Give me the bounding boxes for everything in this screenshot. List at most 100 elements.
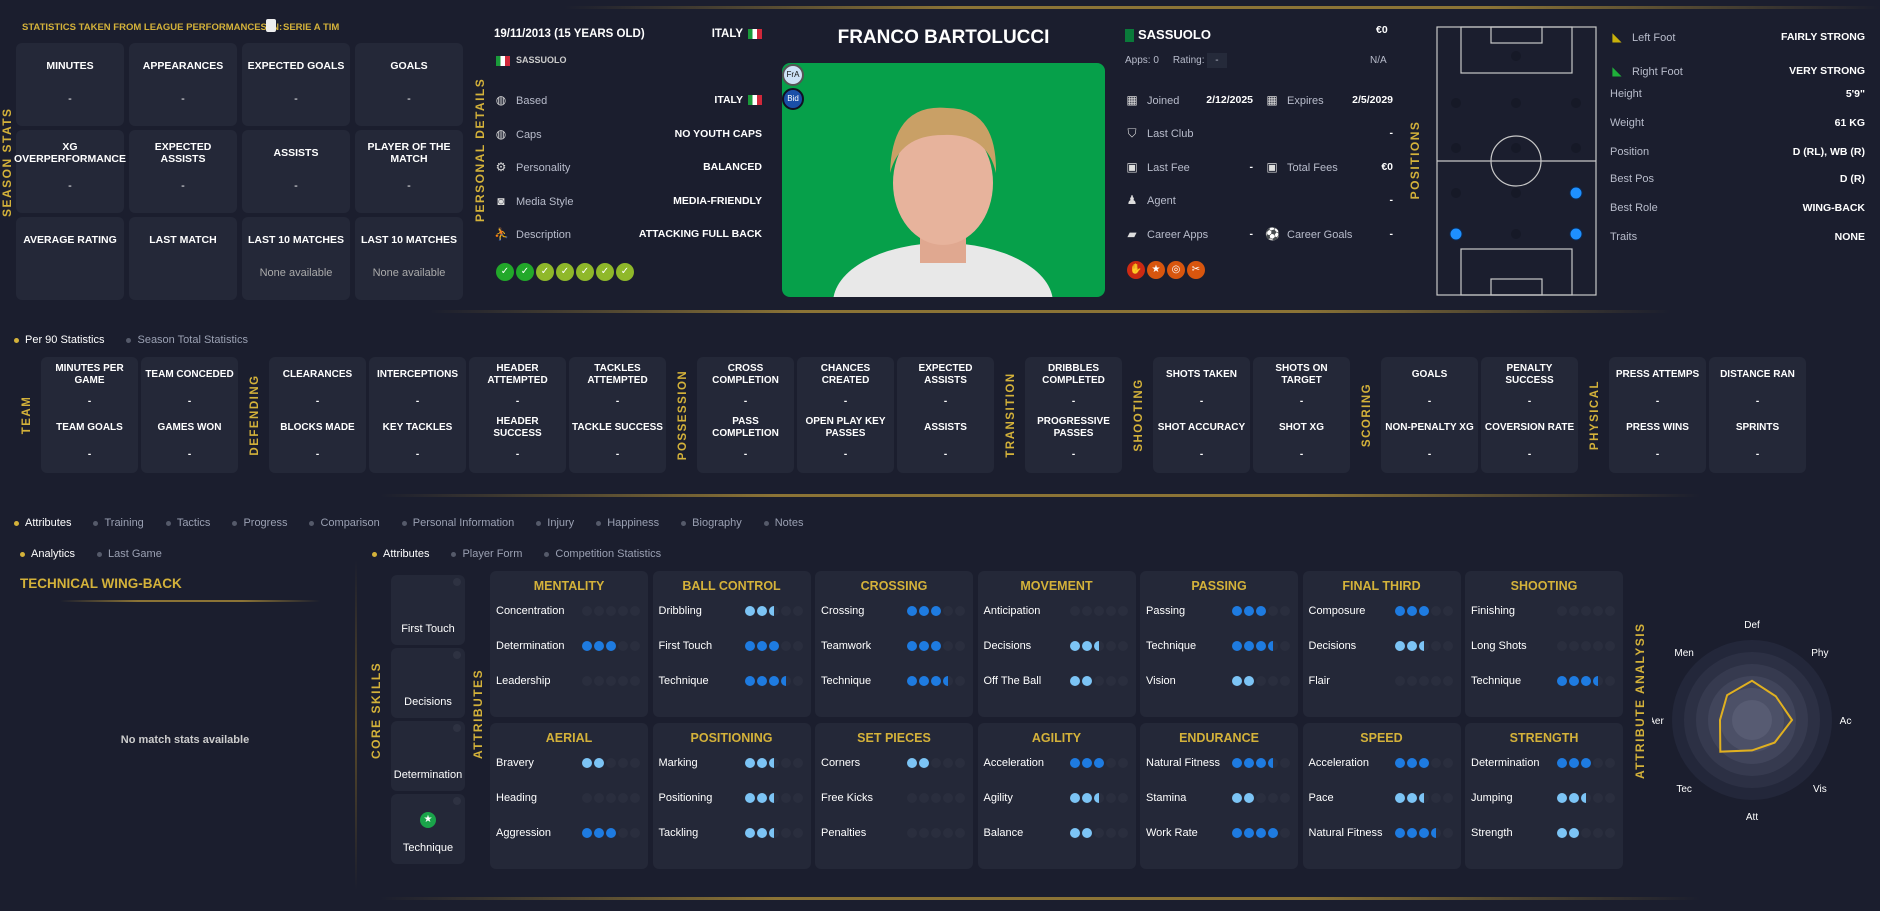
club-name[interactable]: SASSUOLO bbox=[1138, 27, 1211, 42]
rating-dot bbox=[756, 675, 767, 686]
rating-dot bbox=[1394, 757, 1405, 768]
tab-training[interactable]: Training bbox=[93, 517, 143, 529]
rating-dot bbox=[594, 757, 604, 768]
core-skill-card[interactable]: Decisions bbox=[391, 648, 465, 718]
scissors-icon[interactable]: ✂ bbox=[1187, 261, 1205, 279]
core-skill-card[interactable]: ★ Technique bbox=[391, 794, 465, 864]
tab-player-form[interactable]: Player Form bbox=[451, 548, 522, 560]
attribute-name: Bravery bbox=[496, 756, 534, 769]
attribute-row: Tackling bbox=[653, 815, 811, 850]
tab-season-total-statistics[interactable]: Season Total Statistics bbox=[126, 334, 247, 346]
settings-icon[interactable] bbox=[453, 578, 461, 586]
tab-personal-information[interactable]: Personal Information bbox=[402, 517, 515, 529]
rating-dot bbox=[780, 675, 791, 686]
rating-dot bbox=[1105, 757, 1116, 768]
attribute-group-card: SPEED Acceleration Pace Natural Fitness bbox=[1302, 723, 1461, 869]
divider bbox=[564, 6, 1880, 9]
core-skill-card[interactable]: Determination bbox=[391, 721, 465, 791]
total-fees-label: Total Fees bbox=[1287, 162, 1338, 174]
physical-label: Position bbox=[1610, 146, 1650, 158]
rating-dot bbox=[1105, 640, 1116, 651]
card-icon[interactable]: ✓ bbox=[616, 263, 634, 281]
date-of-birth: 19/11/2013 (15 YEARS OLD) bbox=[494, 28, 645, 40]
trend-up-icon[interactable]: ✓ bbox=[536, 263, 554, 281]
rating-dot bbox=[1557, 675, 1567, 686]
rating-dot bbox=[1256, 640, 1266, 651]
attribute-name: Strength bbox=[1471, 826, 1513, 839]
heartbeat-icon[interactable]: ✓ bbox=[496, 263, 514, 281]
attribute-rating-dots bbox=[1557, 605, 1615, 616]
tab-biography[interactable]: Biography bbox=[681, 517, 742, 529]
rating-dot bbox=[907, 605, 917, 616]
star-icon[interactable]: ★ bbox=[1147, 261, 1165, 279]
attribute-rating-dots bbox=[744, 792, 803, 803]
attribute-row: Passing bbox=[1140, 593, 1298, 628]
league-name[interactable]: SERIE A TIM bbox=[283, 22, 340, 33]
season-stat-card: LAST MATCH bbox=[129, 217, 237, 300]
serie-a-logo bbox=[266, 19, 276, 32]
attribute-rating-dots bbox=[1232, 640, 1290, 651]
physical-row: ◣ Right Foot VERY STRONG bbox=[1610, 64, 1865, 78]
per90-stat-card: PENALTY SUCCESS - COVERSION RATE - bbox=[1481, 357, 1578, 473]
stat-value: None available bbox=[372, 267, 446, 279]
per90-stat-card: CHANCES CREATED - OPEN PLAY KEY PASSES - bbox=[797, 357, 894, 473]
attribute-rating-dots bbox=[744, 675, 803, 686]
tab-analytics[interactable]: Analytics bbox=[20, 548, 75, 560]
stat-value: - bbox=[1527, 395, 1532, 407]
attribute-rating-dots bbox=[1557, 757, 1615, 768]
bandage-icon[interactable]: ✓ bbox=[576, 263, 594, 281]
rating-dot bbox=[907, 675, 917, 686]
physical-value: NONE bbox=[1834, 231, 1865, 243]
tab-last-game[interactable]: Last Game bbox=[97, 548, 162, 560]
rating-dot bbox=[744, 605, 755, 616]
shield-icon: ⛉ bbox=[1127, 126, 1137, 140]
attribute-analysis-label: ATTRIBUTE ANALYSIS bbox=[1633, 622, 1647, 779]
attribute-group-card: MENTALITY Concentration Determination Leade… bbox=[490, 571, 648, 717]
rating-dot bbox=[1430, 605, 1441, 616]
physical-value: WING-BACK bbox=[1802, 202, 1865, 214]
calendar-icon: ▦ bbox=[1266, 93, 1278, 107]
settings-icon[interactable] bbox=[453, 797, 461, 805]
rating-dot bbox=[943, 792, 953, 803]
badge-bid[interactable]: Bid bbox=[782, 88, 804, 110]
badge-fra[interactable]: FrA bbox=[782, 64, 804, 86]
attribute-row: Acceleration bbox=[1303, 745, 1461, 780]
season-stat-card: APPEARANCES - bbox=[129, 43, 237, 126]
tab-progress[interactable]: Progress bbox=[232, 517, 287, 529]
tab-tactics[interactable]: Tactics bbox=[166, 517, 211, 529]
stat-value: - bbox=[1199, 395, 1204, 407]
stat-value: - bbox=[1655, 448, 1660, 460]
rating-dot bbox=[1394, 605, 1405, 616]
group-name: SCORING bbox=[1361, 382, 1373, 448]
tab-per-90-statistics[interactable]: Per 90 Statistics bbox=[14, 334, 104, 346]
brain-icon[interactable]: ✓ bbox=[556, 263, 574, 281]
gloves-icon[interactable]: ✋ bbox=[1127, 261, 1145, 279]
tab-happiness[interactable]: Happiness bbox=[596, 517, 659, 529]
tab-attributes[interactable]: Attributes bbox=[14, 517, 71, 529]
settings-icon[interactable] bbox=[453, 724, 461, 732]
attribute-name: Passing bbox=[1146, 604, 1186, 617]
rating-dot bbox=[1081, 757, 1092, 768]
club-name-small[interactable]: SASSUOLO bbox=[516, 55, 567, 65]
target-icon[interactable]: ◎ bbox=[1167, 261, 1185, 279]
card-icon[interactable]: ✓ bbox=[596, 263, 614, 281]
stat-title: TEAM CONCEDED bbox=[145, 369, 234, 380]
personal-row: ⚙ Personality BALANCED bbox=[494, 160, 762, 174]
stat-title: GOALS bbox=[1411, 369, 1448, 380]
boots-icon[interactable]: ✓ bbox=[516, 263, 534, 281]
stat-title: TACKLE SUCCESS bbox=[572, 422, 663, 434]
tab-injury[interactable]: Injury bbox=[536, 517, 574, 529]
personal-details-label: PERSONAL DETAILS bbox=[473, 77, 487, 222]
tab-attributes[interactable]: Attributes bbox=[372, 548, 429, 560]
rating-dot bbox=[582, 675, 592, 686]
rating-dot bbox=[1117, 757, 1128, 768]
settings-icon[interactable] bbox=[453, 651, 461, 659]
tab-competition-statistics[interactable]: Competition Statistics bbox=[544, 548, 661, 560]
core-skill-card[interactable]: First Touch bbox=[391, 575, 465, 645]
attribute-row: Corners bbox=[815, 745, 973, 780]
tab-comparison[interactable]: Comparison bbox=[309, 517, 379, 529]
rating-dot bbox=[768, 792, 779, 803]
agent-label: Agent bbox=[1147, 195, 1176, 207]
stat-title: PRESS WINS bbox=[1626, 422, 1689, 434]
tab-notes[interactable]: Notes bbox=[764, 517, 804, 529]
